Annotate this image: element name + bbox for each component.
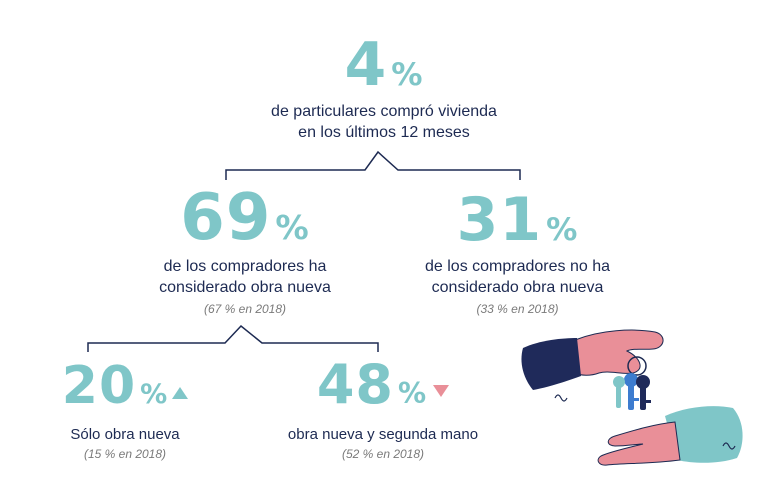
receiving-hand — [597, 421, 681, 466]
right-number: 31 — [456, 185, 543, 255]
bottom-right-stat: 48% obra nueva y segunda mano (52 % en 2… — [268, 358, 498, 462]
key-navy-icon — [636, 375, 651, 410]
bottom-left-percentage: 20% — [35, 360, 215, 412]
trend-down-icon — [433, 385, 450, 397]
right-stat: 31% de los compradores no ha considerado… — [410, 190, 625, 316]
left-stat: 69% de los compradores ha considerado ob… — [140, 186, 350, 316]
top-stat: 4% de particulares compró vivienda en lo… — [234, 35, 534, 143]
top-desc-line2: en los últimos 12 meses — [298, 124, 470, 141]
receiving-sleeve — [665, 406, 743, 463]
top-connector — [225, 150, 521, 180]
giving-sleeve — [521, 338, 581, 390]
bottom-right-label: obra nueva y segunda mano — [287, 426, 479, 443]
top-number: 4 — [344, 30, 388, 100]
bottom-left-label: Sólo obra nueva — [70, 426, 180, 443]
left-percentage: 69% — [140, 186, 350, 250]
percent-sign: % — [398, 377, 428, 410]
left-desc-line1: de los compradores ha — [163, 258, 327, 275]
left-description: de los compradores ha considerado obra n… — [140, 256, 350, 298]
top-desc-line1: de particulares compró vivienda — [271, 103, 497, 120]
right-note: (33 % en 2018) — [476, 302, 559, 316]
percent-sign: % — [275, 208, 310, 247]
left-connector — [87, 324, 379, 352]
right-description: de los compradores no ha considerado obr… — [410, 256, 625, 298]
left-desc-line2: considerado obra nueva — [159, 279, 331, 296]
bottom-right-number: 48 — [316, 353, 394, 416]
sleeve-cuff-doodle — [554, 394, 568, 402]
right-desc-line2: considerado obra nueva — [431, 279, 604, 296]
key-blue-icon — [624, 373, 639, 410]
bottom-left-number: 20 — [61, 356, 137, 416]
top-percentage: 4% — [234, 35, 534, 95]
hands-exchanging-keys-icon — [521, 329, 743, 466]
key-ring — [627, 356, 647, 376]
trend-up-icon — [172, 387, 189, 399]
percent-sign: % — [391, 57, 424, 93]
giving-hand — [574, 329, 664, 376]
sleeve-cuff-doodle — [722, 442, 736, 450]
percent-sign: % — [140, 379, 169, 410]
bottom-left-stat: 20% Sólo obra nueva (15 % en 2018) — [35, 360, 215, 461]
right-percentage: 31% — [410, 190, 625, 250]
bottom-right-note: (52 % en 2018) — [341, 447, 425, 461]
right-desc-line1: de los compradores no ha — [425, 258, 610, 275]
bottom-right-percentage: 48% — [268, 358, 498, 412]
key-teal-icon — [613, 376, 625, 408]
percent-sign: % — [546, 212, 579, 248]
top-description: de particulares compró vivienda en los ú… — [234, 101, 534, 143]
left-number: 69 — [180, 181, 272, 255]
bottom-left-note: (15 % en 2018) — [83, 447, 167, 461]
left-note: (67 % en 2018) — [203, 302, 287, 316]
